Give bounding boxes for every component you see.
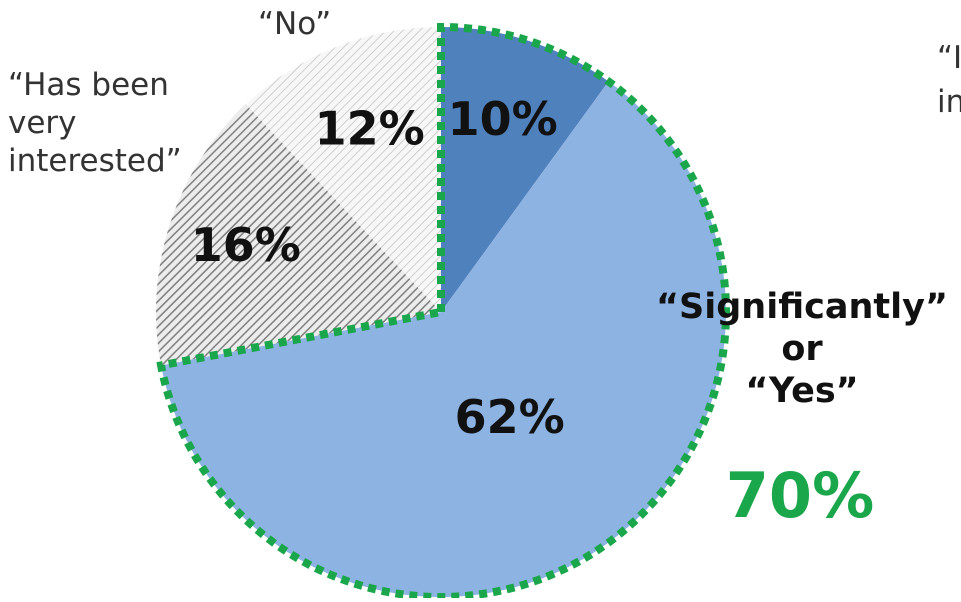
- pie-slice: [245, 27, 441, 312]
- label-no: “No”: [258, 6, 332, 42]
- label-cut-top-right-2: in: [937, 84, 961, 120]
- slice-value-label: 12%: [315, 101, 425, 155]
- label-has-been-very-interested: “Has been very interested”: [8, 67, 182, 179]
- slice-value-label: 62%: [455, 390, 565, 444]
- group-label-line3: “Yes”: [745, 371, 859, 411]
- pie-slice: [441, 27, 609, 312]
- label-cut-top-right-1: “I: [937, 40, 961, 76]
- group-outline: [156, 22, 730, 601]
- group-label: “Significantly” or “Yes”: [622, 286, 961, 412]
- group-total-value: 70%: [725, 459, 875, 532]
- pie-slice: [161, 81, 726, 597]
- group-label-line1: “Significantly”: [656, 287, 948, 327]
- slice-value-label: 16%: [191, 218, 301, 272]
- pie-slice: [156, 104, 441, 366]
- slice-value-label: 10%: [448, 92, 558, 146]
- group-label-line2: or: [781, 329, 823, 369]
